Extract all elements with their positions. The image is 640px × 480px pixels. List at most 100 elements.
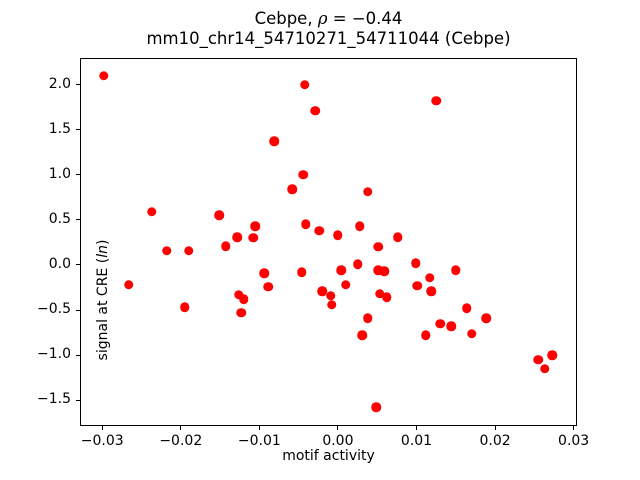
data-point xyxy=(352,259,363,269)
data-point xyxy=(462,303,472,313)
data-point xyxy=(431,96,441,106)
data-point xyxy=(379,266,390,277)
y-tick-mark xyxy=(76,129,80,131)
x-tick-mark xyxy=(416,426,417,430)
data-point xyxy=(300,79,310,90)
data-point xyxy=(326,299,337,310)
title-rho-symbol: ρ xyxy=(317,9,328,28)
x-tick-label: −0.02 xyxy=(159,433,203,449)
chart-title: Cebpe, ρ = −0.44 mm10_chr14_54710271_547… xyxy=(80,9,577,48)
data-point xyxy=(547,350,558,360)
y-tick-mark xyxy=(76,84,80,86)
x-tick-label: 0.03 xyxy=(558,433,590,449)
data-point xyxy=(539,363,550,374)
x-tick-label: 0.00 xyxy=(322,433,354,449)
data-point xyxy=(220,241,231,251)
y-axis-label: signal at CRE (ln) xyxy=(95,235,111,365)
data-point xyxy=(314,225,324,236)
y-axis-label-italic: ln xyxy=(95,245,111,258)
data-point xyxy=(146,207,157,217)
data-point xyxy=(446,321,456,332)
data-point xyxy=(124,280,134,290)
y-tick-label: 1.0 xyxy=(48,165,71,182)
data-point xyxy=(269,136,280,147)
data-point xyxy=(238,294,249,304)
data-point xyxy=(341,280,351,290)
data-point xyxy=(435,318,445,329)
data-point xyxy=(300,219,311,230)
data-point xyxy=(214,210,225,221)
data-point xyxy=(161,245,172,256)
data-point xyxy=(533,354,544,365)
data-point xyxy=(310,106,320,116)
y-tick-mark xyxy=(76,219,80,221)
data-point xyxy=(179,302,190,313)
data-point xyxy=(421,330,431,341)
data-point xyxy=(317,286,327,296)
data-point xyxy=(259,268,269,278)
y-tick-mark xyxy=(76,399,80,401)
data-point xyxy=(373,265,383,276)
y-tick-label: 2.0 xyxy=(48,75,71,92)
data-point xyxy=(333,230,343,240)
data-point xyxy=(250,221,261,231)
y-axis-label-close: ) xyxy=(95,239,111,246)
data-point xyxy=(232,232,243,242)
data-point xyxy=(451,265,461,276)
data-point xyxy=(425,272,435,283)
chart-title-line2: mm10_chr14_54710271_54711044 (Cebpe) xyxy=(146,28,511,48)
y-tick-mark xyxy=(76,354,80,356)
data-point xyxy=(481,313,492,323)
y-tick-mark xyxy=(76,309,80,311)
data-point xyxy=(381,292,392,303)
x-tick-label: −0.03 xyxy=(80,433,124,449)
chart-title-line1: Cebpe, ρ = −0.44 xyxy=(80,9,577,29)
plot-area: signal at CRE (ln) −0.03 −0.02 −0.01 0.00 0.… xyxy=(37,58,589,449)
data-point xyxy=(410,258,421,268)
x-tick-mark xyxy=(573,426,575,430)
data-point xyxy=(236,308,247,318)
x-tick-label: 0.01 xyxy=(400,433,433,449)
data-point xyxy=(298,170,309,180)
data-point xyxy=(363,313,373,323)
data-point xyxy=(412,280,423,291)
data-point xyxy=(326,290,336,301)
data-point xyxy=(392,232,403,242)
data-point xyxy=(371,402,382,413)
y-tick-label: 0.5 xyxy=(48,210,71,227)
data-point xyxy=(355,221,365,231)
data-point xyxy=(374,289,385,299)
data-point xyxy=(336,265,346,276)
x-tick-label: 0.02 xyxy=(479,433,511,449)
y-tick-mark xyxy=(76,174,80,176)
y-tick-label: −1.0 xyxy=(37,346,71,363)
data-point xyxy=(297,267,307,277)
y-tick-label: 1.5 xyxy=(48,120,71,137)
data-point xyxy=(99,70,109,81)
data-point xyxy=(466,328,477,339)
x-tick-mark xyxy=(180,426,182,430)
y-tick-label: 0.0 xyxy=(48,255,71,272)
x-tick-label: −0.01 xyxy=(237,433,281,449)
x-tick-mark xyxy=(337,426,339,430)
data-point xyxy=(373,242,383,252)
x-tick-mark xyxy=(494,426,496,430)
title-prefix: Cebpe, xyxy=(254,9,318,28)
data-point xyxy=(263,281,273,292)
data-point xyxy=(234,289,244,300)
data-point xyxy=(363,187,373,197)
data-point xyxy=(426,286,437,296)
title-suffix: = −0.44 xyxy=(327,9,403,28)
y-tick-label: −1.5 xyxy=(37,391,71,408)
y-tick-label: −0.5 xyxy=(37,301,71,318)
y-tick-mark xyxy=(76,264,80,266)
x-axis-label: motif activity xyxy=(282,448,375,464)
data-point xyxy=(248,233,258,243)
data-point xyxy=(287,184,298,194)
data-point xyxy=(357,330,368,341)
x-tick-mark xyxy=(258,426,260,430)
data-point xyxy=(183,245,194,256)
x-tick-mark xyxy=(101,426,103,430)
y-axis-label-text: signal at CRE ( xyxy=(95,257,111,361)
